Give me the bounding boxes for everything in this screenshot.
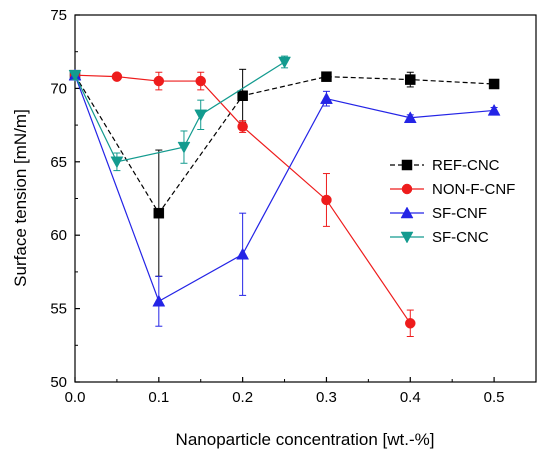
- legend-label: SF-CNF: [432, 205, 487, 222]
- legend-label: REF-CNC: [432, 157, 500, 174]
- y-axis-title: Surface tension [mN/m]: [11, 109, 30, 287]
- legend-item: SF-CNF: [390, 205, 487, 222]
- x-tick-label: 0.0: [65, 389, 86, 406]
- data-point: [403, 111, 417, 124]
- x-axis-title: Nanoparticle concentration [wt.-%]: [176, 430, 435, 449]
- x-tick-label: 0.1: [148, 389, 169, 406]
- data-point: [236, 247, 250, 260]
- legend-marker: [400, 231, 414, 244]
- x-tick-label: 0.2: [232, 389, 253, 406]
- data-point: [488, 78, 500, 90]
- data-point: [68, 69, 82, 82]
- legend: REF-CNC NON-F-CNF SF-CNF SF-CNC: [390, 157, 515, 246]
- y-tick-label: 55: [50, 301, 67, 318]
- legend-item: REF-CNC: [390, 157, 500, 174]
- x-tick-label: 0.4: [400, 389, 421, 406]
- data-point: [321, 71, 332, 82]
- series-line: [74, 74, 495, 303]
- data-point: [110, 156, 124, 169]
- legend-item: NON-F-CNF: [390, 181, 515, 198]
- x-tick-label: 0.5: [484, 389, 505, 406]
- y-tick-label: 70: [50, 80, 67, 97]
- legend-marker: [400, 206, 414, 219]
- data-point: [405, 74, 416, 85]
- data-point: [278, 56, 291, 69]
- legend-marker: [401, 159, 413, 171]
- plot-frame: [74, 14, 537, 383]
- data-point: [153, 207, 165, 219]
- series-line: [74, 74, 495, 215]
- series-sf-cnc: [68, 55, 291, 172]
- y-tick-label: 60: [50, 227, 67, 244]
- data-point: [177, 141, 191, 154]
- y-tick-label: 75: [50, 7, 67, 24]
- legend-item: SF-CNC: [390, 229, 489, 246]
- data-point: [237, 90, 248, 101]
- data-point: [195, 75, 206, 87]
- legend-marker: [401, 183, 413, 195]
- data-point: [320, 92, 333, 104]
- x-tick-label: 0.3: [316, 389, 337, 406]
- data-point: [405, 318, 416, 329]
- data-point: [153, 75, 165, 87]
- data-point: [152, 294, 166, 307]
- series-layer: [68, 55, 501, 337]
- series-line: [74, 61, 285, 163]
- data-point: [321, 194, 332, 206]
- legend-label: NON-F-CNF: [432, 181, 515, 198]
- data-point: [111, 71, 123, 82]
- axis-ticks: 0.0 0.1 0.2 0.3 0.4 0.5 50 55 60 65 70 75: [50, 7, 537, 406]
- y-tick-label: 50: [50, 374, 67, 391]
- data-point: [194, 109, 208, 122]
- data-point: [237, 121, 248, 132]
- y-tick-label: 65: [50, 154, 67, 171]
- data-point: [487, 103, 501, 116]
- legend-label: SF-CNC: [432, 229, 489, 246]
